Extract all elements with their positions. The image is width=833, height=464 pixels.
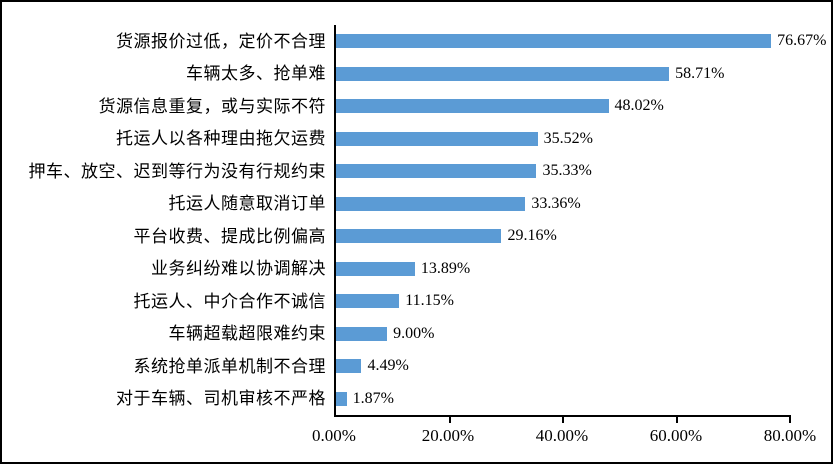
bar-row: 58.71%: [336, 58, 790, 91]
x-tick-label: 40.00%: [535, 426, 589, 445]
category-label: 业务纠纷难以协调解决: [151, 259, 326, 279]
value-label: 35.33%: [542, 162, 592, 180]
category-label: 托运人以各种理由拖欠运费: [116, 129, 326, 149]
category-axis: 货源报价过低，定价不合理车辆太多、抢单难货源信息重复，或与实际不符托运人以各种理…: [2, 25, 326, 415]
bar[interactable]: [336, 326, 388, 341]
bar[interactable]: [336, 66, 670, 81]
bar-row: 48.02%: [336, 90, 790, 123]
x-tick-label: 20.00%: [421, 426, 475, 445]
value-label: 11.15%: [405, 292, 454, 310]
category-label: 系统抢单派单机制不合理: [133, 356, 326, 376]
bar[interactable]: [336, 359, 362, 374]
value-label: 9.00%: [393, 324, 435, 342]
value-label: 48.02%: [614, 97, 664, 115]
category-label: 货源报价过低，定价不合理: [116, 31, 326, 51]
x-tick-label: 60.00%: [649, 426, 703, 445]
x-axis-labels: 0.00% 20.00% 40.00% 60.00% 80.00%: [312, 426, 816, 449]
bar[interactable]: [336, 131, 538, 146]
bar[interactable]: [336, 196, 526, 211]
value-label: 13.89%: [420, 259, 471, 277]
bar-row: 29.16%: [336, 220, 790, 253]
value-label: 76.67%: [777, 32, 827, 50]
x-tick-label: 0.00%: [312, 426, 356, 445]
bar[interactable]: [336, 229, 502, 244]
bar[interactable]: [336, 391, 347, 406]
bar-row: 11.15%: [336, 285, 790, 318]
x-axis-tick: [448, 415, 451, 423]
value-label: 4.49%: [367, 357, 409, 375]
category-label: 托运人随意取消订单: [168, 194, 326, 214]
category-label: 托运人、中介合作不诚信: [133, 291, 326, 311]
bar-row: 13.89%: [336, 253, 790, 286]
bar[interactable]: [336, 294, 400, 309]
value-label: 58.71%: [675, 64, 725, 82]
x-axis-tick: [675, 415, 678, 423]
bar[interactable]: [336, 164, 537, 179]
x-tick-label: 80.00%: [763, 426, 817, 445]
bar[interactable]: [336, 34, 772, 49]
bar-row: 9.00%: [336, 318, 790, 351]
value-label: 1.87%: [352, 389, 394, 407]
value-label: 29.16%: [507, 227, 557, 245]
bar[interactable]: [336, 261, 415, 276]
bar-row: 4.49%: [336, 350, 790, 383]
x-axis-tick: [562, 415, 564, 423]
value-label: 35.52%: [543, 129, 593, 147]
bar-row: 33.36%: [336, 188, 790, 221]
value-label: 33.36%: [531, 194, 581, 212]
x-axis-tick: [789, 415, 791, 423]
category-label: 车辆太多、抢单难: [186, 64, 326, 84]
bar[interactable]: [336, 99, 609, 114]
plot-area: 76.67% 58.71% 48.02% 35.52% 35.33% 33.36% 29.1…: [334, 25, 826, 423]
category-label: 押车、放空、迟到等行为没有行规约束: [28, 161, 326, 181]
category-label: 货源信息重复，或与实际不符: [98, 96, 326, 116]
bar-row: 1.87%: [336, 383, 790, 416]
bar-row: 76.67%: [336, 25, 826, 58]
bar-row: 35.33%: [336, 155, 790, 188]
category-label: 车辆超载超限难约束: [168, 324, 326, 344]
category-label: 平台收费、提成比例偏高: [133, 226, 326, 246]
category-label: 对于车辆、司机审核不严格: [116, 389, 326, 409]
bar-row: 35.52%: [336, 123, 790, 156]
